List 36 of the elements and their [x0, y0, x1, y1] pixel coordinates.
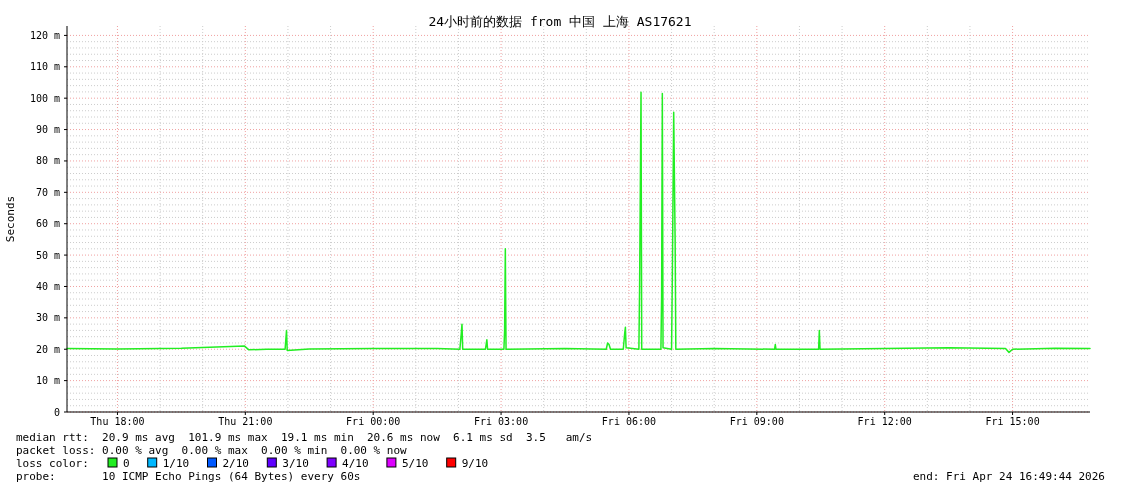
y-tick-label: 100 m [29, 92, 60, 104]
y-tick-label: 30 m [35, 312, 60, 324]
y-tick-label: 20 m [35, 343, 60, 355]
y-tick-label: 40 m [35, 280, 60, 292]
legend-label: 1/10 [162, 457, 190, 470]
x-tick-label: Thu 18:00 [90, 416, 145, 427]
y-tick-label: 80 m [35, 155, 60, 167]
legend-label: 0 [123, 457, 130, 470]
legend-label: 4/10 [342, 457, 369, 470]
x-tick-label: Thu 21:00 [218, 416, 273, 427]
x-tick-label: Fri 03:00 [473, 416, 529, 427]
legend-label: 3/10 [282, 457, 309, 470]
text: end: Fri Apr 24 16:49:44 2026 [912, 470, 1105, 483]
y-tick-label: 110 m [29, 61, 60, 73]
x-tick-label: Fri 09:00 [729, 416, 784, 427]
x-tick-label: Fri 00:00 [346, 416, 401, 427]
y-tick-label: 0 [53, 406, 60, 418]
line-series [66, 91, 1091, 354]
text: median rtt: 20.9 ms avg 101.9 ms max 19.1 ms min 20.6 ms now 6.1 ms sd 3.5 am/s [16, 431, 593, 444]
y-tick-label: 70 m [35, 186, 60, 198]
y-tick-label: 60 m [35, 218, 60, 230]
x-tick-label: Fri 15:00 [985, 416, 1040, 427]
y-tick-label: 50 m [35, 249, 60, 261]
legend-label: 9/10 [461, 457, 489, 470]
y-axis-title: Seconds [4, 195, 17, 243]
y-tick-label: 10 m [35, 375, 60, 387]
y-tick-label: 120 m [29, 29, 60, 41]
legend-label: 2/10 [222, 457, 249, 470]
y-tick-label: 90 m [35, 124, 60, 136]
text: probe: 10 ICMP Echo Pings (64 Bytes) every 60s [16, 470, 361, 483]
x-tick-label: Fri 06:00 [601, 416, 657, 427]
legend-title: loss color: [16, 457, 89, 470]
chart-title: 24小时前的数据 from 中国 上海 AS17621 [428, 14, 692, 29]
text: packet loss: 0.00 % avg 0.00 % max 0.00 % min 0.00 % now [16, 444, 408, 457]
legend-label: 5/10 [401, 457, 429, 470]
x-tick-label: Fri 12:00 [857, 416, 912, 427]
